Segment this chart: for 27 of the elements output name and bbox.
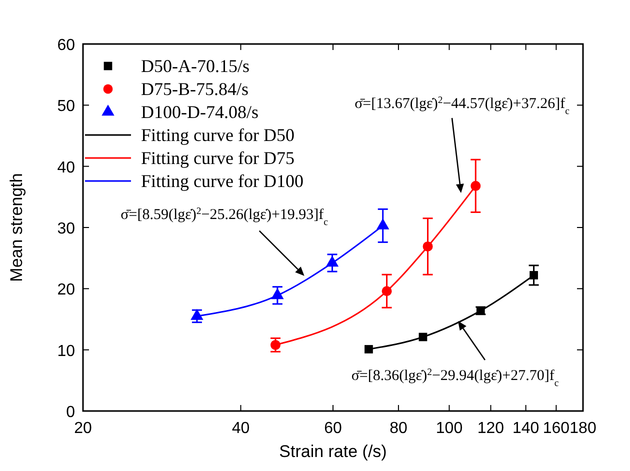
- x-tick-label: 40: [232, 420, 250, 437]
- legend-label: D100-D-74.08/s: [141, 102, 258, 122]
- x-tick-label: 20: [74, 420, 92, 437]
- y-tick-label: 0: [66, 404, 76, 421]
- x-axis-title: Strain rate (/s): [279, 442, 387, 461]
- legend-label: Fitting curve for D75: [141, 148, 294, 168]
- x-tick-label: 100: [436, 420, 463, 437]
- legend-label: D50-A-70.15/s: [141, 56, 250, 76]
- legend-label: Fitting curve for D100: [141, 171, 304, 191]
- annotation: σ̄=[13.67(lgε̇)$^{2}$−44.57(lgε̇)+37.26]f$_{c}$: [354, 94, 570, 116]
- x-tick-label: 160: [542, 420, 570, 437]
- x-tick-label: 140: [512, 420, 540, 437]
- y-tick-label: 30: [57, 220, 76, 238]
- y-axis-title: Mean strength: [7, 173, 26, 282]
- legend-label: Fitting curve for D50: [141, 125, 294, 145]
- x-tick-label: 80: [390, 420, 408, 437]
- y-tick-label: 50: [57, 98, 76, 116]
- x-tick-label: 60: [324, 420, 342, 437]
- x-tick-label: 120: [477, 420, 504, 437]
- annotation: σ̄=[8.36(lgε̇)$^{2}$−29.94(lgε̇)+27.70]f$_{c}$: [351, 366, 560, 388]
- y-tick-label: 10: [57, 342, 76, 360]
- y-tick-label: 20: [57, 282, 76, 299]
- y-tick-label: 60: [57, 37, 76, 54]
- annotation: σ̄=[8.59(lgε̇)$^{2}$−25.26(lgε̇)+19.93]f$_{c}$: [120, 205, 329, 228]
- legend-label: D75-B-75.84/s: [141, 79, 248, 99]
- x-tick-label: 180: [570, 420, 596, 437]
- y-tick-label: 40: [57, 159, 76, 176]
